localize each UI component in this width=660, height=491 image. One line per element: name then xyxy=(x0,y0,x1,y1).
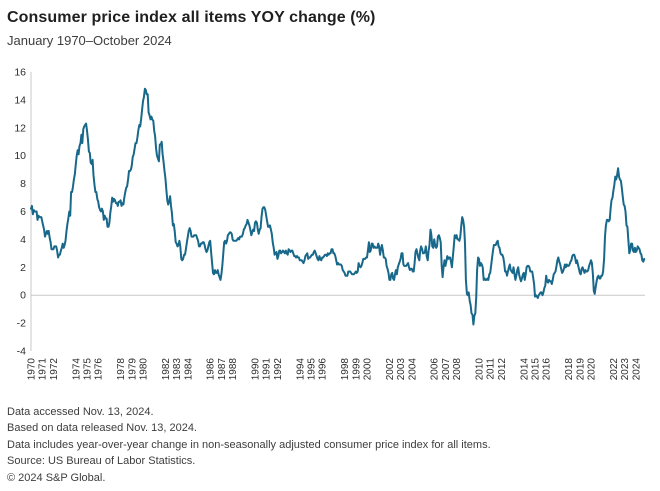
y-axis-tick-label: 2 xyxy=(20,262,26,274)
x-axis-tick-label: 1979 xyxy=(127,358,138,381)
x-axis-tick-label: 1975 xyxy=(83,358,94,381)
x-axis-tick-label: 2003 xyxy=(396,358,407,381)
x-axis-tick-label: 2011 xyxy=(486,358,497,380)
x-axis-tick-label: 1983 xyxy=(172,358,183,381)
y-axis-tick-label: -4 xyxy=(17,346,26,358)
x-axis-tick-label: 2004 xyxy=(407,358,418,381)
x-axis-tick-label: 2015 xyxy=(531,358,542,381)
x-axis-tick-label: 1986 xyxy=(206,358,217,381)
x-axis-tick-label: 2020 xyxy=(587,358,598,381)
y-axis-tick-label: 4 xyxy=(20,234,26,246)
x-axis-tick-label: 1987 xyxy=(217,358,228,381)
x-axis-tick-label: 1994 xyxy=(295,358,306,381)
x-axis-tick-label: 2006 xyxy=(430,358,441,381)
x-axis-tick-label: 2014 xyxy=(519,358,530,381)
chart-title: Consumer price index all items YOY chang… xyxy=(7,9,376,26)
x-axis-tick-label: 2022 xyxy=(609,358,620,381)
y-axis-tick-label: 14 xyxy=(14,94,26,106)
y-axis-tick-label: 12 xyxy=(14,122,26,134)
x-axis-tick-label: 1998 xyxy=(340,358,351,381)
x-axis-tick-label: 1988 xyxy=(228,358,239,381)
x-axis-tick-label: 1990 xyxy=(251,358,262,381)
cpi-series-line xyxy=(30,87,646,326)
y-axis-tick-label: 8 xyxy=(20,178,26,190)
footnote-data-accessed: Data accessed Nov. 13, 2024. xyxy=(7,406,154,418)
y-axis-tick-label: 16 xyxy=(14,67,26,79)
chart-footnotes: Data accessed Nov. 13, 2024. Based on da… xyxy=(7,404,491,486)
x-axis-tick-label: 1976 xyxy=(94,358,105,381)
x-axis-tick-label: 2010 xyxy=(475,358,486,381)
x-axis-tick-label: 1970 xyxy=(27,358,38,381)
x-axis-tick-label: 1992 xyxy=(273,358,284,381)
x-axis-tick-label: 2000 xyxy=(363,358,374,381)
x-axis-tick-label: 2008 xyxy=(452,358,463,381)
x-axis-tick-label: 1991 xyxy=(262,358,273,381)
y-axis-tick-label: 10 xyxy=(14,150,26,162)
x-axis-tick-label: 2016 xyxy=(542,358,553,381)
y-axis-tick-label: -2 xyxy=(17,318,26,330)
x-axis-tick-label: 1978 xyxy=(116,358,127,381)
footnote-methodology: Data includes year-over-year change in n… xyxy=(7,438,491,451)
x-axis-tick-label: 1980 xyxy=(139,358,150,381)
footnote-source: Source: US Bureau of Labor Statistics. xyxy=(7,455,196,468)
x-axis-tick-label: 2019 xyxy=(575,358,586,381)
y-axis-tick-label: 6 xyxy=(20,206,26,218)
x-axis-tick-label: 2012 xyxy=(497,358,508,381)
x-axis-tick-label: 2002 xyxy=(385,358,396,381)
x-axis-tick-label: 2023 xyxy=(620,358,631,381)
y-axis-tick-label: 0 xyxy=(20,290,26,302)
x-axis-tick-label: 1999 xyxy=(351,358,362,381)
x-axis-tick-label: 1996 xyxy=(318,358,329,381)
x-axis-tick-label: 2024 xyxy=(631,358,642,381)
x-axis-tick-label: 1971 xyxy=(38,358,49,381)
footnote-copyright: © 2024 S&P Global. xyxy=(7,471,106,484)
x-axis-tick-label: 1982 xyxy=(161,358,172,381)
footnote-data-released: Based on data released Nov. 13, 2024. xyxy=(7,422,197,435)
x-axis-tick-label: 2018 xyxy=(564,358,575,381)
chart-subtitle: January 1970–October 2024 xyxy=(7,33,172,48)
x-axis-tick-label: 1995 xyxy=(307,358,318,381)
x-axis-tick-label: 1974 xyxy=(71,358,82,381)
x-axis-tick-label: 1984 xyxy=(183,358,194,381)
x-axis-tick-label: 1972 xyxy=(49,358,60,381)
x-axis-tick-label: 2007 xyxy=(441,358,452,381)
